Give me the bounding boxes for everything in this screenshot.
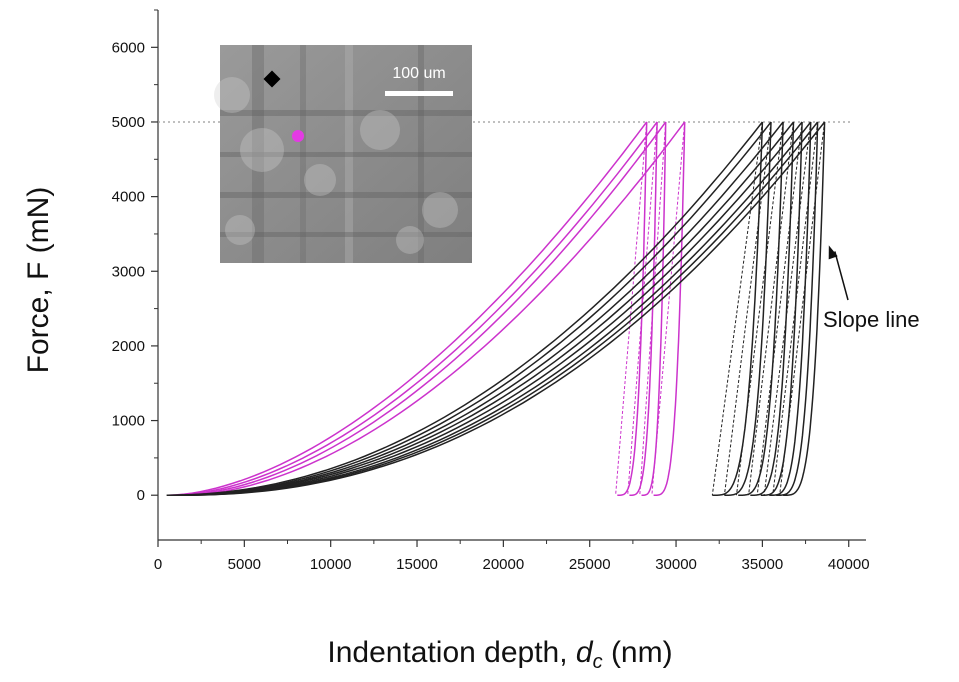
inset-band xyxy=(300,45,306,263)
slope-line-7 xyxy=(735,121,784,496)
y-tick-label-0: 0 xyxy=(137,487,145,504)
inset-band xyxy=(345,45,353,263)
y-ticks: 0 1000 2000 3000 4000 5000 6000 xyxy=(112,9,158,504)
loading-curve-6 xyxy=(168,121,772,496)
inset-blob xyxy=(225,215,255,245)
inset-band xyxy=(220,192,472,198)
x-axis-title: Indentation depth, dc (nm) xyxy=(327,636,672,673)
inset-blob xyxy=(214,77,250,113)
x-axis-title-var: d xyxy=(576,636,594,669)
x-axis-title-sub: c xyxy=(593,651,603,673)
black-diamond-marker xyxy=(263,70,281,88)
inset-band xyxy=(418,45,424,263)
y-tick-label-4000: 4000 xyxy=(112,189,145,206)
slope-line-8 xyxy=(748,121,794,496)
unloading-curve-4 xyxy=(653,121,686,496)
x-tick-label-25000: 25000 xyxy=(569,556,611,573)
x-tick-label-30000: 30000 xyxy=(655,556,697,573)
x-tick-label-0: 0 xyxy=(154,556,162,573)
loading-curve-7 xyxy=(170,121,784,496)
scale-bar xyxy=(385,91,453,96)
slope-line-1 xyxy=(615,121,648,496)
loading-curve-9 xyxy=(173,121,803,496)
loading-curve-12 xyxy=(178,121,826,496)
x-tick-label-20000: 20000 xyxy=(483,556,525,573)
inset-band xyxy=(252,45,264,263)
inset-micrograph: 100 um xyxy=(214,45,472,263)
x-tick-label-35000: 35000 xyxy=(742,556,784,573)
loading-curve-2 xyxy=(173,121,658,496)
slope-line-6 xyxy=(723,121,772,496)
curves xyxy=(166,121,826,496)
y-tick-label-2000: 2000 xyxy=(112,338,145,355)
slope-annotation: Slope line xyxy=(823,245,920,332)
x-tick-label-10000: 10000 xyxy=(310,556,352,573)
unloading-curve-9 xyxy=(760,121,803,496)
annotation-arrow-head xyxy=(828,245,838,260)
y-axis-title: Force, F (mN) xyxy=(22,187,55,374)
y-tick-label-6000: 6000 xyxy=(112,39,145,56)
loading-curve-1 xyxy=(168,121,648,496)
y-tick-label-1000: 1000 xyxy=(112,413,145,430)
unloading-curve-7 xyxy=(738,121,784,496)
inset-texture xyxy=(214,45,472,263)
inset-blob xyxy=(360,110,400,150)
loading-curve-3 xyxy=(178,121,667,496)
slope-line-4 xyxy=(651,121,686,496)
unloading-curve-1 xyxy=(617,121,648,496)
loading-curve-5 xyxy=(166,121,763,496)
annotation-arrow-line xyxy=(834,251,849,301)
x-axis-title-unit: (nm) xyxy=(603,636,673,669)
x-tick-label-15000: 15000 xyxy=(396,556,438,573)
slope-line-2 xyxy=(627,121,658,496)
y-tick-label-5000: 5000 xyxy=(112,114,145,131)
x-tick-label-40000: 40000 xyxy=(828,556,870,573)
slope-line-10 xyxy=(763,121,812,496)
slope-line-3 xyxy=(639,121,667,496)
inset-background xyxy=(220,45,472,263)
inset-band xyxy=(220,110,472,116)
magenta-dot-marker xyxy=(292,130,304,142)
slope-line-9 xyxy=(756,121,803,496)
inset-band xyxy=(220,152,472,157)
unloading-curve-2 xyxy=(629,121,658,496)
slope-line-11 xyxy=(772,121,819,496)
x-ticks: 0 5000 10000 15000 20000 25000 30000 35000 40000 xyxy=(154,540,870,573)
slope-line-12 xyxy=(779,121,826,496)
x-tick-label-5000: 5000 xyxy=(228,556,261,573)
x-axis-title-main: Indentation depth, xyxy=(327,636,576,669)
unloading-curve-5 xyxy=(712,121,764,496)
inset-blob xyxy=(396,226,424,254)
unloading-curve-6 xyxy=(724,121,772,496)
inset-blob xyxy=(304,164,336,196)
inset-blob xyxy=(240,128,284,172)
inset-band xyxy=(220,232,472,237)
slope-line-5 xyxy=(711,121,763,496)
y-tick-label-3000: 3000 xyxy=(112,263,145,280)
unloading-curve-12 xyxy=(783,121,826,496)
inset-blob xyxy=(422,192,458,228)
loading-curve-4 xyxy=(183,121,686,496)
loading-curve-8 xyxy=(171,121,795,496)
annotation-label: Slope line xyxy=(823,307,920,332)
scale-bar-label: 100 um xyxy=(392,65,445,82)
